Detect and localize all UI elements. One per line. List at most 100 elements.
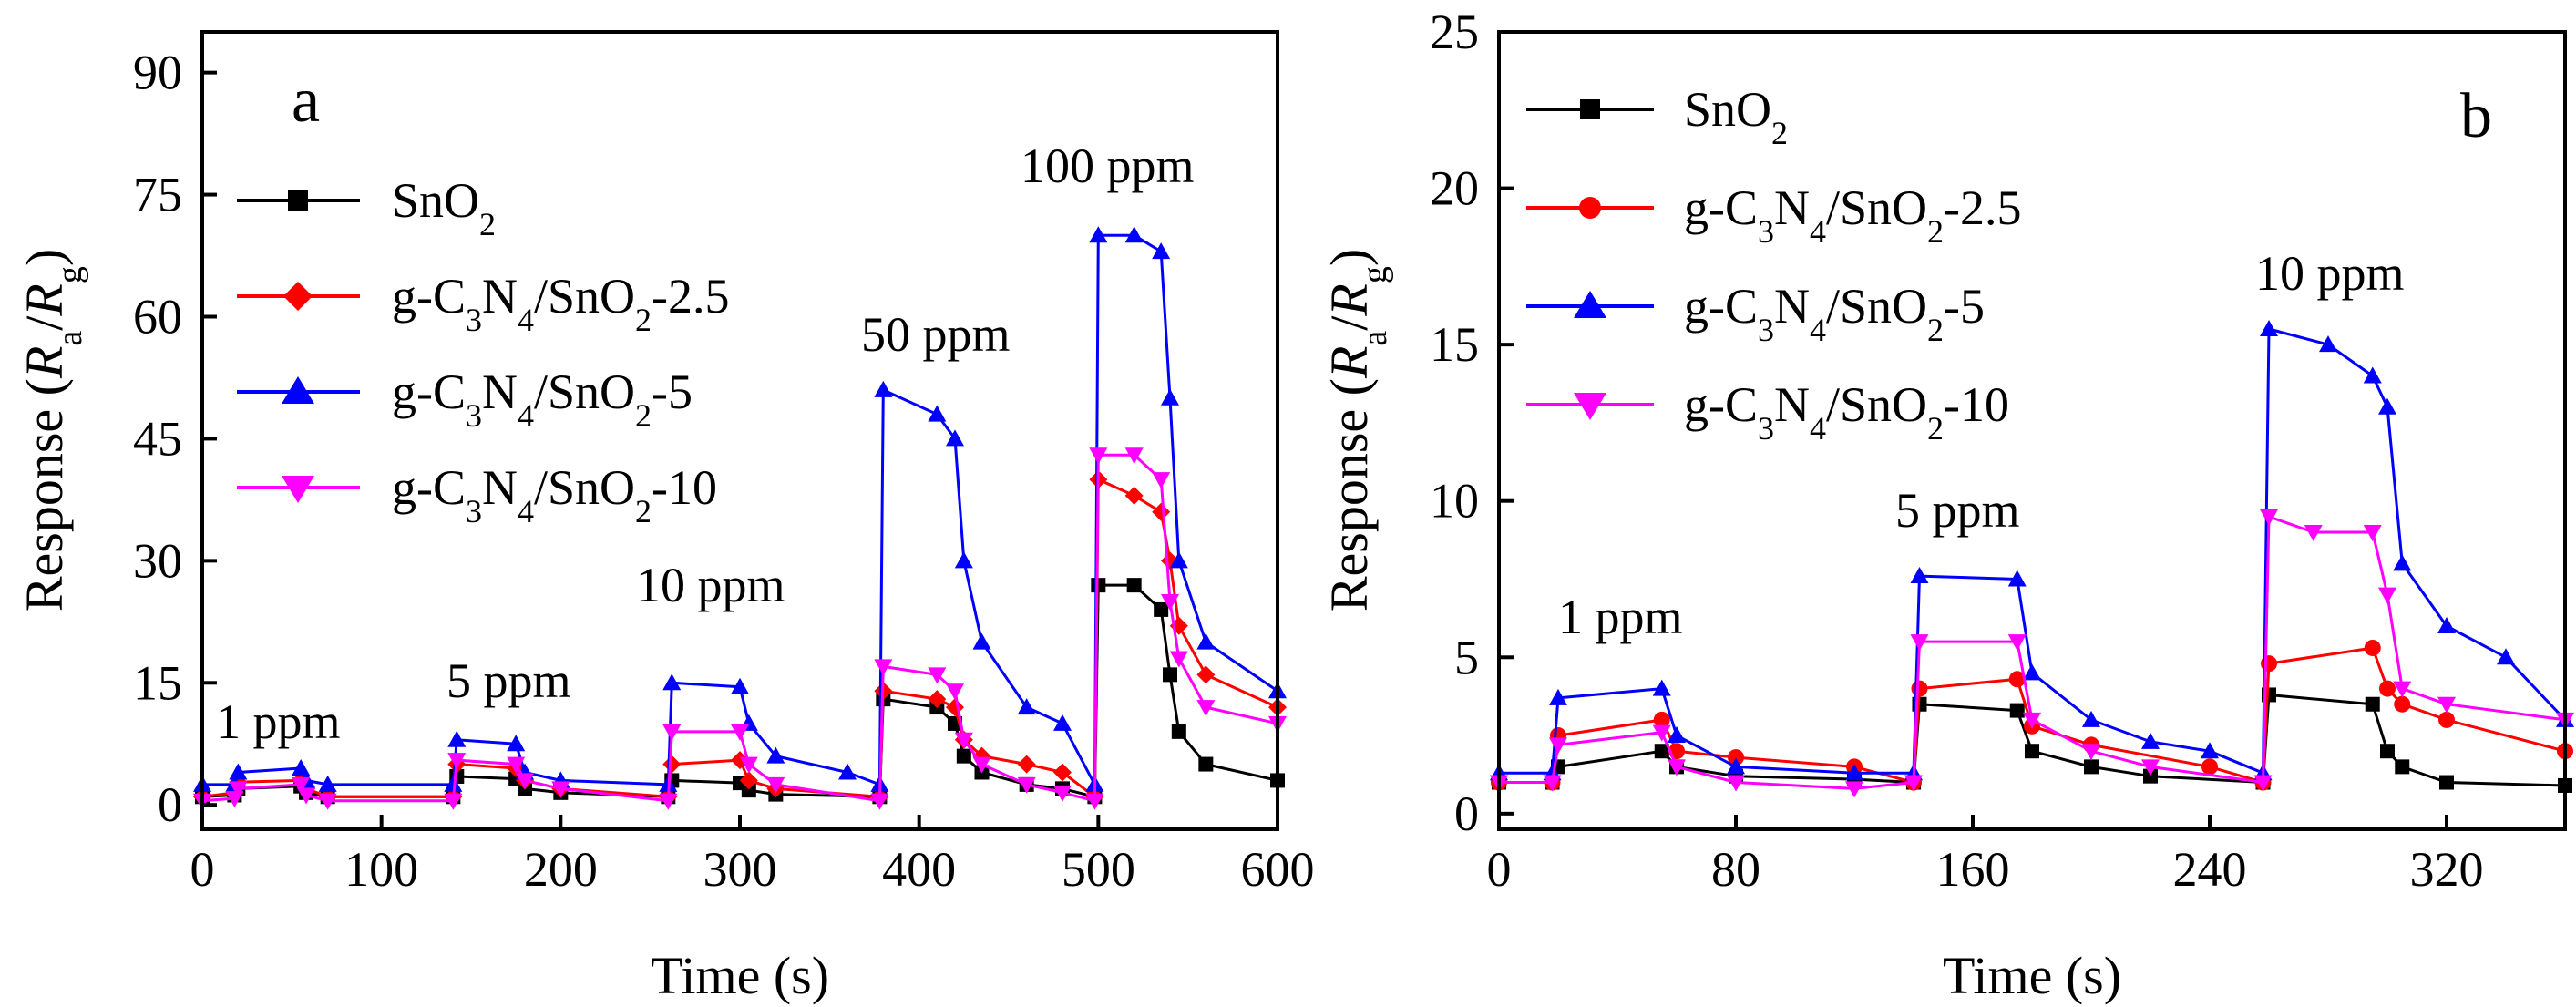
panel-b-point-g-c3n4-sno2-5-11	[2082, 710, 2100, 727]
panel-a-point-g-c3n4-sno2-5-24	[1053, 714, 1072, 731]
panel-a-point-g-c3n4-sno2-5-21	[954, 551, 973, 569]
panel-a-y-tick-label: 60	[133, 290, 182, 344]
panel-b-legend-item-cn-10: g-C3N4/SnO2-10	[1526, 377, 2009, 447]
panel-a-point-g-c3n4-sno2-10-24	[1085, 793, 1104, 810]
panel-a-y-tick-label: 0	[158, 777, 182, 832]
panel-a-point-g-c3n4-sno2-10-27	[1152, 472, 1171, 489]
panel-b-point-sno2-17	[2395, 759, 2410, 775]
panel-a-point-g-c3n4-sno2-10-18	[928, 667, 947, 684]
panel-a-point-g-c3n4-sno2-10-14	[739, 756, 758, 774]
panel-a-point-g-c3n4-sno2-5-2	[229, 763, 248, 780]
panel-b-point-g-c3n4-sno2-2-5-12	[2201, 758, 2218, 776]
panel-a-point-g-c3n4-sno2-2-5-22	[1017, 755, 1036, 774]
panel-b-series-g-c3n4-sno2-5	[1490, 319, 2574, 781]
panel-b-point-g-c3n4-sno2-10-18	[2393, 681, 2412, 698]
panel-b-point-g-c3n4-sno2-10-16	[2363, 525, 2382, 542]
panel-a-x-axis-title: Time (s)	[651, 946, 829, 1005]
panel-b-x-tick-label: 240	[2173, 842, 2247, 897]
panel-a-point-g-c3n4-sno2-10-20	[954, 732, 973, 749]
panel-a-legend-item-cn-10: g-C3N4/SnO2-10	[237, 460, 717, 529]
panel-a-point-g-c3n4-sno2-2-5-19	[946, 698, 964, 717]
panel-a-annotation-10ppm: 10 ppm	[636, 558, 785, 612]
panel-b-point-g-c3n4-sno2-10-2	[1549, 737, 1567, 755]
panel-b-x-tick-label: 0	[1487, 842, 1512, 897]
panel-b-point-g-c3n4-sno2-10-11	[2082, 744, 2100, 761]
panel-a-point-g-c3n4-sno2-10-16	[870, 793, 889, 810]
panel-b-y-tick-label: 10	[1430, 474, 1479, 529]
panel-b-point-g-c3n4-sno2-10-5	[1727, 775, 1745, 792]
panel-a-point-g-c3n4-sno2-5-12	[662, 673, 682, 691]
panel-b-point-g-c3n4-sno2-2-5-17	[2394, 695, 2411, 713]
panel-a-point-sno2-26	[1126, 578, 1142, 593]
panel-b-point-g-c3n4-sno2-5-17	[2363, 366, 2382, 384]
panel-a-series-g-c3n4-sno2-2-5	[193, 470, 1287, 807]
panel-a-point-g-c3n4-sno2-5-16	[838, 763, 857, 780]
panel-a-point-g-c3n4-sno2-5-27	[1124, 226, 1144, 243]
panel-b-point-g-c3n4-sno2-5-16	[2319, 335, 2337, 353]
panel-b-point-g-c3n4-sno2-5-5	[1727, 757, 1745, 775]
panel-a-point-sno2-27	[1154, 601, 1169, 617]
panel-a-y-tick-label: 30	[133, 533, 182, 588]
panel-a-series-g-c3n4-sno2-10	[193, 447, 1287, 810]
panel-a-legend: SnO2 g-C3N4/SnO2-2.5 g-C3N4/SnO2-5 g-C3N…	[237, 173, 730, 529]
panel-b-point-g-c3n4-sno2-10-6	[1845, 781, 1863, 798]
panel-b-point-g-c3n4-sno2-5-15	[2260, 319, 2278, 336]
panel-a-letter: a	[292, 66, 320, 136]
panel-a-point-sno2-14	[741, 783, 756, 798]
panel-a-point-g-c3n4-sno2-10-26	[1124, 447, 1144, 465]
panel-a-point-g-c3n4-sno2-10-4	[297, 787, 316, 805]
panel-a-x-tick-label: 200	[524, 842, 598, 897]
panel-a-annotation-5ppm: 5 ppm	[446, 653, 571, 708]
panel-b-point-g-c3n4-sno2-5-6	[1845, 764, 1863, 781]
panel-a-series-line-g-c3n4-sno2-5	[202, 233, 1278, 786]
panel-a-y-tick-label: 90	[133, 46, 182, 100]
panel-b-point-g-c3n4-sno2-10-7	[1904, 775, 1923, 792]
panel-b-point-g-c3n4-sno2-5-12	[2141, 732, 2160, 749]
panel-a-point-g-c3n4-sno2-10-25	[1089, 447, 1108, 465]
panel-b-point-sno2-15	[2365, 696, 2380, 712]
panel-a-point-g-c3n4-sno2-10-7	[447, 753, 467, 770]
panel-b-point-g-c3n4-sno2-5-18	[2378, 397, 2396, 415]
panel-a-point-g-c3n4-sno2-5-8	[507, 735, 526, 752]
panel-a-point-g-c3n4-sno2-5-15	[766, 746, 785, 764]
panel-b-point-sno2-9	[2009, 703, 2025, 718]
panel-a-legend-item-sno2: SnO2	[237, 173, 496, 242]
panel-a-y-tick-label: 45	[133, 411, 182, 466]
panel-b-point-g-c3n4-sno2-10-8	[1910, 634, 1929, 652]
panel-b-legend-item-cn-2-5: g-C3N4/SnO2-2.5	[1526, 180, 2022, 250]
panel-a-y-axis-title: Response (Ra/Rg)	[15, 249, 89, 611]
panel-a-point-g-c3n4-sno2-5-23	[1017, 698, 1036, 715]
panel-b-point-g-c3n4-sno2-5-3	[1652, 679, 1671, 696]
panel-a-x-tick-label: 400	[882, 842, 956, 897]
panel-b-point-g-c3n4-sno2-10-15	[2304, 525, 2323, 542]
svg-text:g-C3N4/SnO2-5: g-C3N4/SnO2-5	[392, 365, 693, 434]
panel-b-point-g-c3n4-sno2-10-19	[2437, 696, 2456, 714]
panel-b-y-tick-label: 0	[1454, 786, 1479, 841]
panel-a-point-g-c3n4-sno2-10-17	[874, 659, 893, 676]
panel-a-point-sno2-29	[1171, 724, 1186, 739]
panel-a-point-sno2-28	[1163, 667, 1177, 683]
panel-b-point-sno2-16	[2380, 744, 2395, 759]
panel-a-point-g-c3n4-sno2-5-5	[318, 775, 337, 792]
panel-b-point-sno2-10	[2025, 744, 2039, 759]
panel-b-point-sno2-18	[2439, 775, 2454, 790]
panel-a-point-g-c3n4-sno2-2-5-18	[928, 690, 947, 709]
panel-b-x-tick-label: 80	[1711, 842, 1760, 897]
panel-a-point-g-c3n4-sno2-10-10	[551, 781, 570, 798]
svg-text:g-C3N4/SnO2-2.5: g-C3N4/SnO2-2.5	[392, 269, 730, 338]
panel-a-point-g-c3n4-sno2-2-5-14	[739, 771, 758, 790]
panel-b-point-g-c3n4-sno2-2-5-16	[2379, 680, 2396, 697]
panel-b-point-g-c3n4-sno2-5-20	[2437, 616, 2456, 633]
panel-a-point-sno2-20	[956, 748, 971, 764]
panel-a-point-g-c3n4-sno2-5-20	[946, 429, 964, 447]
panel-a-x-tick-label: 600	[1241, 842, 1315, 897]
panel-a-point-g-c3n4-sno2-5-30	[1169, 551, 1188, 569]
panel-a-point-g-c3n4-sno2-5-13	[731, 677, 749, 694]
panel-a-y-tick-label: 15	[133, 655, 182, 710]
panel-b-y-tick-label: 25	[1430, 5, 1479, 59]
panel-b-point-g-c3n4-sno2-10-10	[2023, 712, 2041, 729]
panel-b-point-g-c3n4-sno2-2-5-9	[2008, 671, 2026, 688]
panel-a-y-tick-label: 75	[133, 168, 182, 222]
svg-text:SnO2: SnO2	[1684, 82, 1788, 151]
